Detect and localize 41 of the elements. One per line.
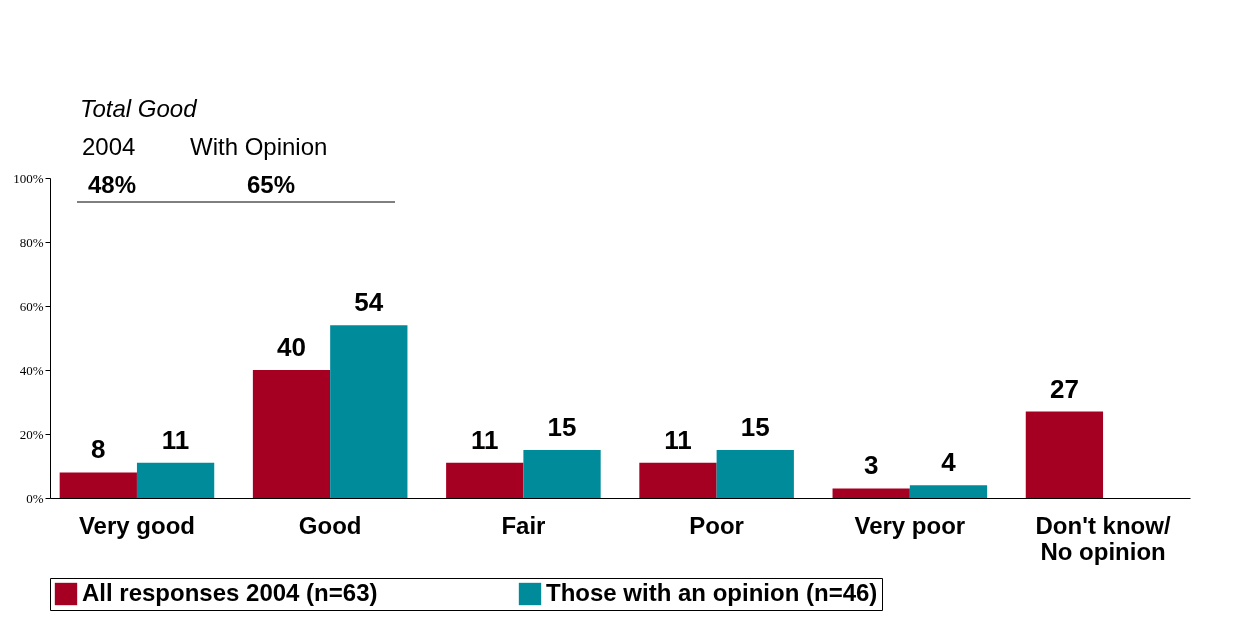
text: Total Good [80, 95, 198, 122]
x-tick-label: Very good [78, 511, 195, 539]
bar [330, 325, 408, 498]
y-tick-label: 60% [19, 298, 44, 314]
legend-label: Those with an opinion (n=46) [546, 579, 878, 606]
y-tick-label: 100% [13, 170, 44, 186]
data-label: 11 [161, 424, 190, 455]
y-tick-label: 40% [19, 362, 44, 378]
data-label: 40 [277, 332, 306, 362]
y-tick-label: 80% [19, 234, 44, 250]
x-tick-label: Good [298, 511, 362, 539]
bar [523, 450, 601, 498]
bar [252, 370, 331, 498]
annotation: 65% [247, 171, 296, 198]
data-label: 15 [740, 412, 770, 442]
legend-label: All responses 2004 (n=63) [82, 579, 378, 606]
x-tick-label: Very poor [854, 511, 966, 539]
bar [639, 462, 717, 498]
data-label: 27 [1049, 373, 1079, 404]
bar [446, 462, 524, 498]
annotation: 48% [88, 171, 137, 198]
x-tick-label: Poor [689, 511, 744, 539]
text: 2004 [82, 133, 136, 160]
bar [59, 472, 137, 498]
data-label: 54 [354, 287, 384, 318]
data-label: 8 [91, 434, 106, 465]
x-tick-label: Don't know/ No opinion [1035, 511, 1171, 565]
x-tick-label: Fair [501, 511, 546, 539]
y-tick-label: 0% [26, 490, 44, 506]
data-label: 3 [863, 450, 879, 481]
data-label: 11 [471, 424, 499, 455]
text: With Opinion [190, 133, 328, 160]
bar [1025, 411, 1104, 498]
data-label: 15 [547, 412, 577, 442]
bar [716, 450, 794, 498]
data-label: 4 [941, 447, 957, 478]
bar [909, 485, 988, 498]
bar [832, 488, 910, 498]
y-tick-label: 20% [19, 426, 44, 442]
data-label: 11 [664, 424, 692, 455]
bar [136, 462, 215, 498]
